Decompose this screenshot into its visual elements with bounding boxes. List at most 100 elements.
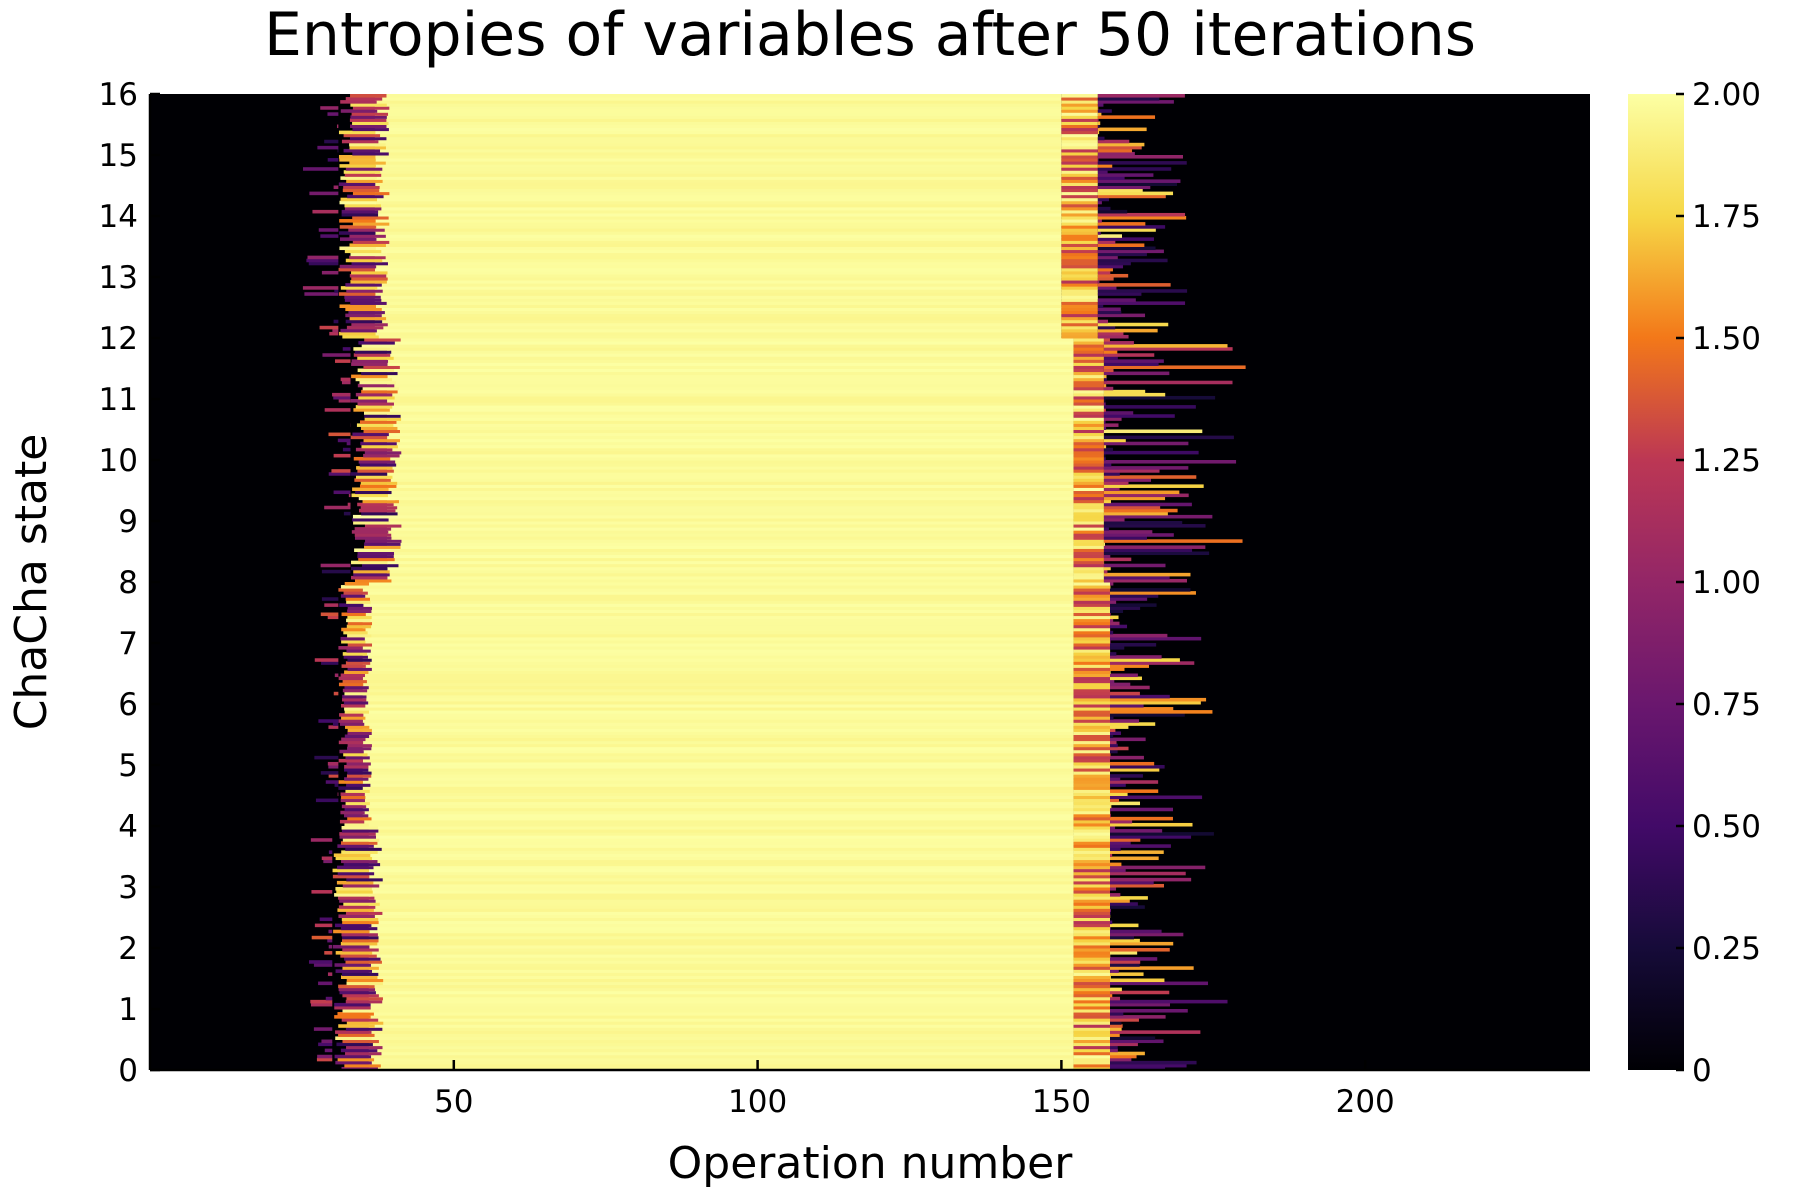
heatmap-cell — [1103, 386, 1114, 391]
heatmap-cell — [374, 176, 1062, 180]
heatmap-cell — [368, 938, 1074, 943]
heatmap-cell — [1110, 999, 1228, 1004]
heatmap-cell — [368, 963, 1074, 967]
heatmap-cell — [1097, 231, 1101, 235]
heatmap-cell — [1061, 249, 1098, 254]
heatmap-cell — [342, 334, 379, 339]
heatmap-cell — [1110, 630, 1114, 635]
heatmap-cell — [338, 905, 376, 909]
heatmap-cell — [332, 868, 369, 873]
heatmap-cell — [342, 694, 367, 699]
heatmap-cell — [1103, 481, 1129, 485]
heatmap-cell — [374, 319, 1062, 324]
heatmap-cell — [1110, 853, 1113, 857]
heatmap-cell — [347, 609, 372, 613]
heatmap-cell — [386, 460, 1074, 464]
heatmap-cell — [1073, 1021, 1110, 1025]
heatmap-cell — [1073, 1051, 1110, 1056]
heatmap-cell — [374, 148, 1062, 153]
heatmap-cell — [362, 594, 1074, 598]
heatmap-cell — [1061, 273, 1098, 278]
heatmap-cell — [314, 755, 339, 760]
heatmap-cell — [1073, 816, 1110, 821]
heatmap-cell — [1061, 264, 1098, 269]
heatmap-cell — [386, 426, 1074, 430]
heatmap-cell — [368, 1051, 1074, 1056]
heatmap-cell — [357, 402, 394, 406]
heatmap-cell — [1103, 380, 1233, 385]
heatmap-cell — [368, 838, 1074, 842]
heatmap-cell — [386, 441, 1074, 446]
heatmap-cell — [340, 926, 378, 931]
heatmap-cell — [1073, 719, 1110, 723]
heatmap-cell — [1061, 197, 1098, 202]
heatmap-cell — [368, 902, 1074, 906]
heatmap-cell — [338, 786, 363, 790]
heatmap-cell — [1061, 322, 1098, 327]
heatmap-cell — [1103, 435, 1234, 440]
heatmap-cell — [1103, 365, 1246, 369]
heatmap-cell — [342, 347, 351, 351]
heatmap-cell — [334, 1002, 371, 1007]
heatmap-cell — [356, 466, 393, 470]
heatmap-cell — [336, 890, 373, 894]
heatmap-cell — [1073, 893, 1110, 897]
heatmap-cell — [340, 328, 377, 333]
heatmap-cell — [340, 594, 366, 598]
heatmap-cell — [362, 786, 1074, 790]
heatmap-cell — [1073, 716, 1110, 720]
heatmap-cell — [1073, 377, 1104, 382]
heatmap-cell — [346, 761, 371, 766]
heatmap-cell — [1110, 734, 1114, 739]
heatmap-cell — [1073, 871, 1110, 876]
heatmap-cell — [1073, 801, 1110, 806]
heatmap-cell — [1073, 694, 1110, 699]
heatmap-cell — [362, 783, 1074, 787]
heatmap-cell — [386, 453, 1074, 458]
heatmap-cell — [1110, 652, 1117, 656]
heatmap-cell — [349, 255, 386, 260]
heatmap-cell — [343, 813, 369, 818]
heatmap-cell — [1073, 591, 1110, 595]
heatmap-cell — [1110, 1060, 1197, 1065]
heatmap-cell — [1103, 527, 1109, 531]
heatmap-cell — [321, 270, 339, 275]
heatmap-cell — [334, 1015, 371, 1019]
heatmap-cell — [345, 1051, 382, 1056]
x-axis-ticks: 50 100 150 200 — [434, 1060, 1395, 1120]
heatmap-cell — [1061, 121, 1098, 125]
heatmap-cell — [1103, 371, 1170, 376]
heatmap-cell — [321, 661, 339, 665]
heatmap-cell — [363, 429, 400, 434]
heatmap-cell — [1073, 514, 1104, 519]
heatmap-cell — [1073, 466, 1104, 470]
heatmap-cell — [386, 356, 1074, 360]
heatmap-cell — [1103, 420, 1106, 424]
heatmap-cell — [1073, 353, 1104, 357]
heatmap-cell — [386, 408, 1074, 412]
heatmap-cell — [386, 374, 1074, 379]
heatmap-cell — [386, 438, 1074, 443]
heatmap-cell — [1073, 441, 1104, 446]
heatmap-cell — [1073, 633, 1110, 638]
heatmap-cell — [1110, 975, 1111, 979]
heatmap-cell — [1110, 716, 1114, 720]
heatmap-cell — [368, 929, 1074, 934]
heatmap-cell — [1073, 582, 1110, 586]
heatmap-cell — [347, 771, 372, 775]
heatmap-cell — [1110, 1009, 1188, 1013]
heatmap-cell — [357, 368, 395, 373]
heatmap-cell — [332, 874, 370, 879]
heatmap-cell — [347, 667, 372, 671]
heatmap-cell — [339, 835, 376, 839]
heatmap-cell — [1073, 874, 1110, 879]
heatmap-cell — [368, 841, 1074, 845]
heatmap-cell — [362, 777, 1074, 781]
heatmap-cell — [352, 151, 389, 156]
heatmap-cell — [374, 228, 1062, 232]
heatmap-cell — [339, 219, 376, 223]
heatmap-cell — [347, 633, 372, 638]
heatmap-cell — [343, 655, 368, 659]
heatmap-cell — [1073, 399, 1104, 403]
